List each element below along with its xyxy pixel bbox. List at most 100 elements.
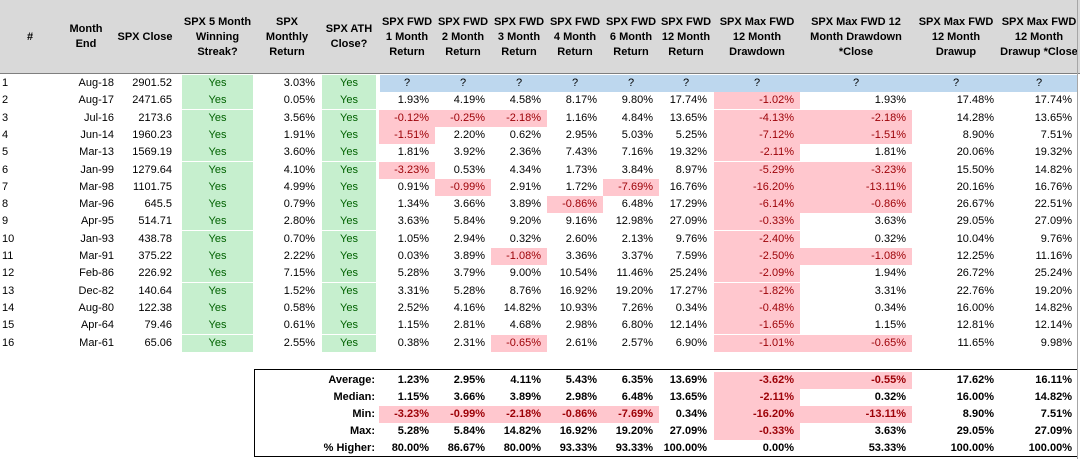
cell-max-drawdown: -7.12% [714,126,800,144]
cell-max-drawdown-close: 3.63% [874,215,906,228]
cell-max-drawdown: -2.11% [714,144,800,162]
cell-winning-streak: Yes [182,230,253,248]
cell-max-drawup: 16.00% [956,301,994,314]
header-row-number: # [26,30,34,43]
cell-fwd-4m: 8.17% [565,94,597,107]
cell-winning-streak: Yes [182,161,253,179]
cell-fwd-4m: -0.86% [547,196,603,214]
summary-fwd-12m: 13.65% [669,391,707,403]
cell-fwd-3m: 3.89% [509,198,541,211]
summary-fwd-1m: 80.00% [391,442,429,454]
cell-fwd-2m: 5.28% [453,284,485,297]
cell-fwd-4m: 2.95% [565,128,597,141]
summary-max-drawdown-close: 0.32% [874,391,906,403]
cell-max-drawdown: -2.40% [714,230,800,248]
cell-fwd-4m: 1.16% [565,111,597,124]
summary-fwd-4m: 2.98% [565,391,597,403]
summary-max-drawdown-close: -0.55% [800,372,912,389]
cell-fwd-3m: 0.32% [509,232,541,245]
cell-spx-close: 2901.52 [132,77,172,89]
cell-fwd-2m: 2.31% [453,336,485,349]
cell-winning-streak: Yes [182,178,253,196]
cell-fwd-2m: 3.79% [453,267,485,280]
cell-fwd-4m: 7.43% [565,146,597,159]
summary-fwd-2m: 86.67% [447,442,485,454]
cell-ath-close: Yes [322,265,376,283]
cell-monthly-return: 7.15% [283,267,315,280]
cell-fwd-2m: -0.25% [435,109,491,127]
summary-fwd-1m: 5.28% [397,425,429,437]
cell-fwd-2m: -0.99% [435,178,491,196]
cell-fwd-12m: 0.34% [675,301,707,314]
cell-fwd-6m: 11.46% [616,267,654,280]
summary-fwd-3m: 14.82% [503,425,541,437]
summary-fwd-3m: 3.89% [509,391,541,403]
cell-fwd-1m: 1.93% [397,94,429,107]
cell-ath-close: Yes [322,282,376,300]
summary-max-drawup-close: 14.82% [1034,391,1072,403]
cell-max-drawdown: -1.02% [714,92,800,110]
cell-fwd-1m: 0.03% [397,250,429,262]
cell-max-drawup: 26.67% [956,198,994,211]
cell-fwd-1m: 1.05% [397,232,429,245]
cell-max-drawup-close: 17.74% [1034,94,1072,107]
cell-max-drawup-close: 13.65% [1034,111,1072,124]
cell-fwd-2m: 2.81% [453,319,485,332]
cell-fwd-2m: 2.94% [453,232,485,245]
cell-fwd-3m: 4.68% [509,319,541,332]
cell-row-number: 8 [2,198,9,211]
cell-fwd-3m: 14.82% [503,301,541,314]
cell-fwd-3m: -0.65% [491,334,547,352]
summary-fwd-12m: 0.34% [675,408,707,420]
cell-row-number: 7 [2,180,9,193]
cell-row-number: 9 [2,215,9,228]
header-band [0,0,1080,74]
cell-max-drawdown-close: 0.34% [874,301,906,314]
summary-max-drawup-close: 27.09% [1034,425,1072,437]
cell-winning-streak: Yes [182,299,253,317]
cell-fwd-12m: 16.76% [669,180,707,193]
cell-row-number: 11 [2,250,14,262]
summary-max-drawup: 17.62% [956,374,994,386]
cell-max-drawdown: -6.14% [714,196,800,214]
cell-max-drawdown: -0.48% [714,299,800,317]
cell-winning-streak: Yes [182,126,253,144]
cell-spx-close: 2471.65 [132,94,172,107]
cell-fwd-6m: 6.48% [621,198,653,211]
cell-max-drawdown-close: 3.31% [874,284,906,297]
header-ath-close: SPX ATH Close? [325,23,373,50]
cell-max-drawdown-close: 1.94% [874,267,906,280]
cell-fwd-1m: 0.91% [397,180,429,193]
cell-fwd-3m: 2.36% [509,146,541,159]
cell-fwd-1m: -1.51% [379,126,435,144]
cell-winning-streak: Yes [182,196,253,214]
cell-spx-close: 645.5 [144,198,172,211]
cell-winning-streak: Yes [182,282,253,300]
summary-fwd-12m: 13.69% [669,374,707,386]
cell-monthly-return: 0.79% [283,198,315,211]
cell-max-drawup-close: 22.51% [1034,198,1072,211]
cell-winning-streak: Yes [182,265,253,283]
cell-max-drawup-close: 16.76% [1034,180,1072,193]
cell-fwd-6m: 7.16% [621,146,653,159]
header-monthly-return: SPX Monthly Return [265,15,309,58]
summary-fwd-3m: 80.00% [503,442,541,454]
cell-fwd-2m: ? [459,77,467,89]
header-fwd-1m: SPX FWD 1 Month Return [381,15,433,58]
cell-fwd-1m: -0.12% [379,109,435,127]
header-fwd-2m: SPX FWD 2 Month Return [437,15,489,58]
cell-fwd-3m: 0.62% [509,128,541,141]
header-divider [0,73,1080,74]
cell-ath-close: Yes [322,230,376,248]
cell-max-drawup-close: 25.24% [1034,267,1072,280]
cell-max-drawup: 10.04% [956,232,994,245]
cell-max-drawup-close: 14.82% [1034,301,1072,314]
cell-fwd-4m: 3.36% [565,250,597,262]
cell-monthly-return: 0.70% [283,232,315,245]
cell-max-drawdown-close: -13.11% [800,178,912,196]
summary-fwd-2m: 5.84% [453,425,485,437]
cell-max-drawdown-close: -1.51% [800,126,912,144]
cell-month-end: Aug-17 [78,94,114,107]
cell-fwd-12m: 12.14% [669,319,707,332]
cell-fwd-12m: ? [682,77,690,89]
